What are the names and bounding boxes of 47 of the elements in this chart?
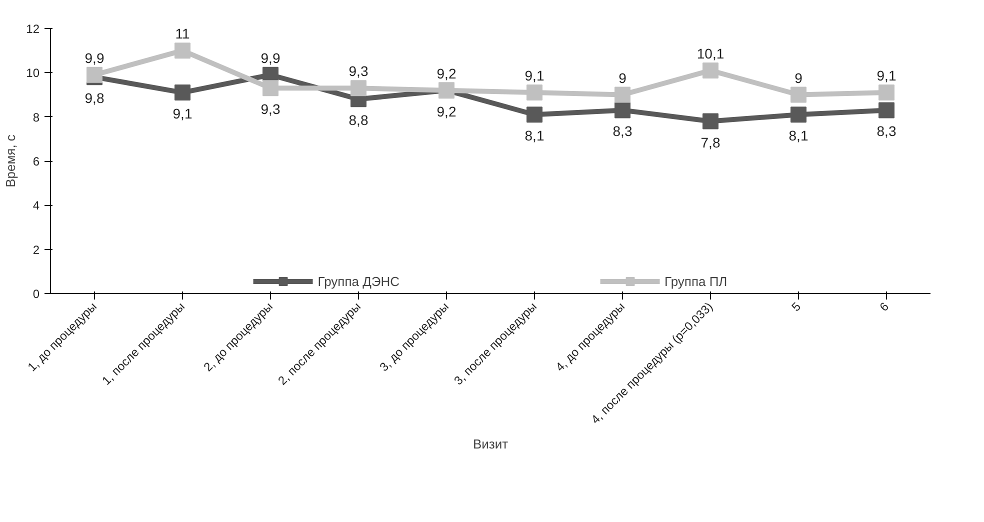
point (878, 84, 894, 101)
data-label: 7,8 (700, 134, 720, 150)
y-tick-label: 8 (32, 110, 40, 124)
data-label: 9,1 (524, 68, 544, 84)
data-label: 9,9 (84, 50, 104, 66)
data-label: 9,3 (260, 101, 280, 118)
data-label: 9,9 (260, 50, 280, 66)
point (174, 42, 190, 59)
point (526, 106, 542, 123)
data-label: 9,2 (436, 103, 456, 120)
point (174, 84, 190, 101)
legend-label: Группа ПЛ (664, 274, 728, 288)
data-label: 9,1 (172, 106, 192, 122)
legend-label: Группа ДЭНС (318, 274, 400, 288)
data-label: 9,8 (84, 90, 104, 106)
point (526, 84, 542, 101)
point (702, 62, 718, 78)
data-label: 8,3 (876, 123, 896, 140)
data-label: 10,1 (696, 45, 724, 62)
data-label: 8,3 (612, 123, 632, 140)
x-axis-title: Визит (472, 436, 508, 452)
y-tick-label: 0 (32, 287, 40, 301)
data-label: 9 (794, 70, 803, 86)
point (262, 80, 278, 96)
data-label: 8,1 (524, 128, 544, 144)
point (702, 113, 718, 130)
point (614, 102, 630, 118)
data-label: 9,1 (876, 68, 896, 84)
data-label: 8,8 (348, 112, 368, 128)
point (350, 80, 366, 96)
data-label: 9,2 (436, 65, 456, 82)
y-tick-label: 10 (26, 66, 40, 80)
data-label: 9 (618, 70, 627, 86)
data-label: 9,3 (348, 63, 368, 80)
point (790, 106, 806, 123)
point (614, 86, 630, 103)
point (790, 86, 806, 103)
x-tick-label: 5 (788, 299, 804, 314)
y-tick-label: 4 (32, 198, 40, 213)
point (878, 102, 894, 118)
y-tick-label: 6 (32, 154, 40, 168)
y-tick-label: 12 (26, 22, 40, 36)
data-label: 11 (175, 26, 190, 42)
data-label: 8,1 (788, 128, 808, 144)
x-tick-label: 6 (876, 299, 892, 314)
y-tick-label: 2 (32, 242, 40, 257)
y-axis-title: Время, с (3, 134, 18, 188)
